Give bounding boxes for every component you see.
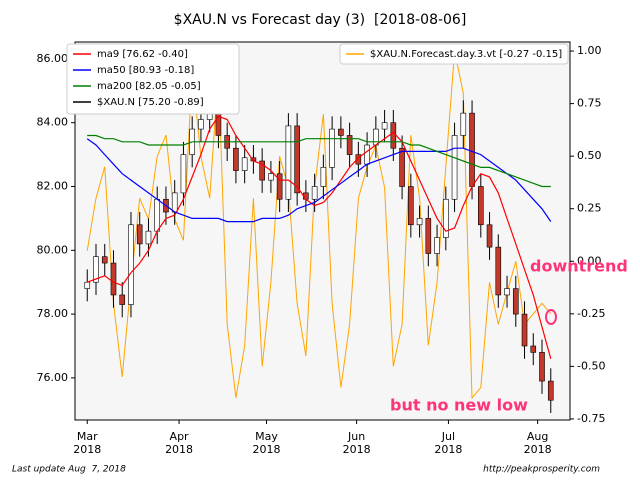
candle-body xyxy=(145,230,152,245)
legend-label: $XAU.N [75.20 -0.89] xyxy=(97,97,204,108)
candle-body xyxy=(416,218,423,226)
candle-body xyxy=(373,128,379,146)
candle-body xyxy=(276,173,283,200)
annotation-circle xyxy=(545,309,557,325)
line-series xyxy=(87,134,551,188)
candle-body xyxy=(198,119,204,130)
x-tick-label: Aug 2018 xyxy=(523,430,552,456)
legend-box xyxy=(66,43,240,115)
candle-body xyxy=(320,167,327,187)
candle-body xyxy=(486,224,493,248)
x-tick-label: Jun 2018 xyxy=(342,430,371,456)
candle-body xyxy=(539,352,545,382)
y-tick-label: 76.00 xyxy=(37,371,69,384)
candle-body xyxy=(329,128,335,168)
chart-title: $XAU.N vs Forecast day (3) [2018-08-06] xyxy=(174,12,467,28)
y2-tick-label: 0.00 xyxy=(577,254,602,267)
candle-body xyxy=(408,186,414,226)
candle-body xyxy=(381,122,388,130)
legend-label: ma200 [82.05 -0.05] xyxy=(97,81,201,92)
x-tick-label: May 2018 xyxy=(252,430,281,456)
candle-body xyxy=(399,147,405,187)
annotation: downtrend xyxy=(530,257,628,276)
candle-body xyxy=(355,154,362,165)
line-series xyxy=(86,115,552,359)
candle-body xyxy=(241,157,248,171)
x-tick-label: Mar 2018 xyxy=(73,430,102,456)
candle-body xyxy=(233,147,239,171)
candle-body xyxy=(171,192,178,213)
x-tick-label: Apr 2018 xyxy=(165,430,194,456)
x-tick-label: Jul 2018 xyxy=(434,430,463,456)
y2-tick-label: 0.50 xyxy=(577,149,602,162)
y2-tick-label: 1.00 xyxy=(577,44,602,57)
candle-body xyxy=(101,256,108,264)
y2-tick-label: -0.50 xyxy=(577,359,605,372)
candle-body xyxy=(364,144,370,165)
candle-body xyxy=(547,380,554,401)
candle-body xyxy=(460,112,467,136)
candle-body xyxy=(119,294,126,305)
legend-label: ma50 [80.93 -0.18] xyxy=(97,65,194,76)
candle-body xyxy=(136,224,143,245)
y2-tick-label: -0.75 xyxy=(577,412,605,425)
candle-body xyxy=(477,186,484,226)
candle-body xyxy=(390,122,397,149)
footer-right: http://peakprosperity.com xyxy=(483,465,600,475)
candle-body xyxy=(294,125,300,194)
candle-body xyxy=(311,186,318,200)
candle-body xyxy=(434,237,440,254)
plot-frame xyxy=(74,41,571,421)
candle-body xyxy=(259,160,265,181)
candle-body xyxy=(530,345,537,353)
candle-body xyxy=(495,246,502,296)
candle-body xyxy=(443,198,449,238)
y-tick-label: 84.00 xyxy=(37,116,69,129)
legend-label: $XAU.N.Forecast.day.3.vt [-0.27 -0.15] xyxy=(370,49,562,60)
candle-body xyxy=(469,112,475,187)
y2-tick-label: -0.25 xyxy=(577,307,605,320)
annotation: but no new low xyxy=(390,396,528,415)
candle-body xyxy=(154,198,161,232)
candle-body xyxy=(338,128,344,136)
y2-tick-label: 0.25 xyxy=(577,202,602,215)
y-tick-label: 86.00 xyxy=(37,52,69,65)
footer-left: Last update Aug 7, 2018 xyxy=(12,465,126,475)
candle-body xyxy=(521,313,528,347)
candle-body xyxy=(285,125,292,200)
y-tick-label: 78.00 xyxy=(37,307,69,320)
candle-body xyxy=(93,256,99,283)
legend-label: ma9 [76.62 -0.40] xyxy=(97,49,188,60)
legend2-box xyxy=(339,43,569,65)
candle-body xyxy=(84,281,91,289)
candle-body xyxy=(425,218,432,254)
candle-body xyxy=(110,262,117,296)
candle-body xyxy=(180,154,187,194)
candle-body xyxy=(451,135,458,200)
candle-body xyxy=(504,288,510,296)
y-tick-label: 82.00 xyxy=(37,180,69,193)
candle-body xyxy=(512,288,519,315)
line-series xyxy=(86,138,552,223)
line-series xyxy=(86,50,552,400)
candle-body xyxy=(346,135,353,155)
y2-tick-label: 0.75 xyxy=(577,97,602,110)
candle-body xyxy=(128,224,134,305)
y-tick-label: 80.00 xyxy=(37,243,69,256)
candle-body xyxy=(268,173,274,181)
